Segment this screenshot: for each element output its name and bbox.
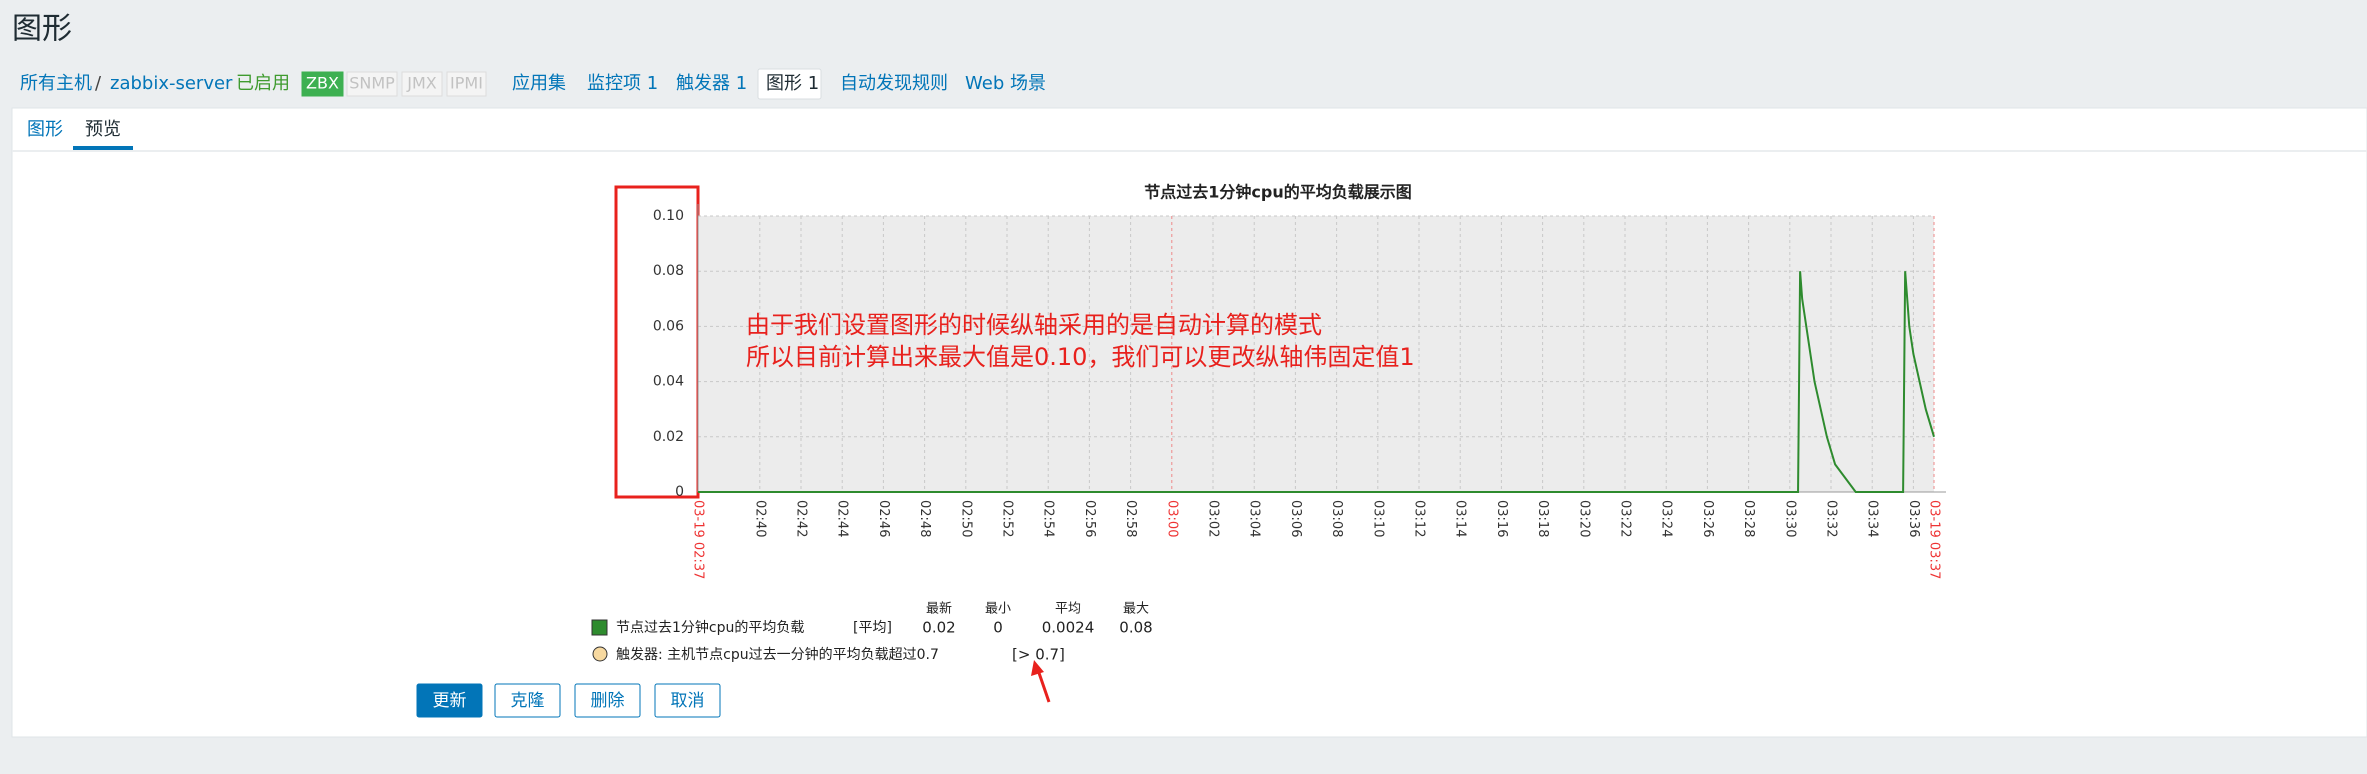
x-tick-label: 02:40: [752, 500, 767, 537]
y-tick-label: 0.08: [653, 263, 684, 279]
x-tick-label: 03:16: [1494, 500, 1509, 537]
legend-column: 最新: [926, 601, 952, 617]
badge-label: JMX: [406, 74, 437, 93]
button[interactable]: [574, 683, 641, 718]
badge: [401, 71, 443, 97]
x-tick-label: 03:06: [1288, 500, 1303, 537]
arrow-head: [1031, 660, 1044, 676]
x-tick-label: 03:22: [1618, 500, 1633, 537]
badge: [446, 71, 487, 97]
y-tick-label: 0.10: [653, 208, 684, 224]
x-tick-label: 02:52: [1000, 500, 1015, 537]
page-title: 图形: [12, 12, 72, 47]
nav-link[interactable]: 监控项 1: [587, 73, 658, 94]
x-tick-label: 03:20: [1576, 500, 1591, 537]
y-tick-label: 0.02: [653, 429, 684, 445]
nav-link[interactable]: 应用集: [512, 73, 566, 94]
x-tick-label: 03-19 02:37: [691, 500, 706, 579]
nav-link[interactable]: 图形 1: [766, 73, 819, 94]
x-tick-label: 03:26: [1700, 500, 1715, 537]
button[interactable]: [416, 683, 483, 718]
x-tick-label: 03:28: [1741, 500, 1756, 537]
legend-stat: 0: [993, 619, 1003, 637]
x-tick-label: 02:48: [917, 500, 932, 537]
trigger-label: 触发器: 主机节点cpu过去一分钟的平均负载超过0.7: [616, 646, 939, 663]
graph-title: 节点过去1分钟cpu的平均负载展示图: [1144, 183, 1411, 202]
y-tick-label: 0.06: [653, 318, 684, 334]
x-tick-label: 03:32: [1824, 500, 1839, 537]
x-tick-label: 02:42: [794, 500, 809, 537]
x-tick-label: 02:44: [835, 500, 850, 537]
legend-stat: 0.0024: [1042, 619, 1095, 637]
legend-stat: 0.02: [922, 619, 955, 637]
x-tick-label: 02:50: [958, 500, 973, 537]
breadcrumb-separator: /: [95, 73, 102, 94]
button-label[interactable]: 更新: [433, 691, 467, 711]
tab-underline: [73, 146, 133, 150]
x-tick-label: 02:58: [1123, 500, 1138, 537]
button-label[interactable]: 克隆: [511, 691, 545, 711]
breadcrumb-link[interactable]: zabbix-server: [110, 73, 233, 94]
legend-stat: 0.08: [1119, 619, 1152, 637]
trigger-condition: [> 0.7]: [1012, 646, 1065, 664]
x-tick-label: 02:56: [1082, 500, 1097, 537]
badge-label: ZBX: [306, 74, 339, 93]
annotation: 由于我们设置图形的时候纵轴采用的是自动计算的模式: [746, 311, 1322, 339]
x-tick-label: 03:30: [1782, 500, 1797, 537]
x-tick-label: 03:10: [1370, 500, 1385, 537]
x-tick-label: 03:18: [1535, 500, 1550, 537]
x-tick-label: 03:24: [1659, 500, 1674, 537]
tab[interactable]: 图形: [27, 119, 63, 140]
current-link-box: [757, 68, 822, 100]
button-label[interactable]: 删除: [591, 691, 625, 711]
nav-link[interactable]: 自动发现规则: [840, 73, 948, 94]
x-tick-label: 02:54: [1041, 500, 1056, 537]
x-tick-label: 03-19 03:37: [1927, 500, 1942, 579]
button-label[interactable]: 取消: [671, 691, 705, 711]
y-tick-label: 0.04: [653, 374, 684, 390]
x-tick-label: 02:46: [876, 500, 891, 537]
badge-label: SNMP: [349, 74, 395, 93]
legend-swatch: [591, 619, 608, 636]
series-line: [698, 271, 1935, 493]
legend-column: 最小: [985, 602, 1011, 617]
annotation: 所以目前计算出来最大值是0.10，我们可以更改纵轴伟固定值1: [746, 343, 1415, 371]
y-tick-label: 0: [675, 484, 684, 500]
legend-function: [平均]: [853, 620, 892, 636]
badge: [346, 71, 398, 97]
host-status[interactable]: 已启用: [236, 73, 290, 94]
x-tick-label: 03:12: [1412, 500, 1427, 537]
x-tick-label: 03:00: [1164, 500, 1179, 537]
arrow: [1036, 669, 1051, 703]
plot-area: [698, 216, 1934, 492]
trigger-marker: [592, 646, 608, 662]
button[interactable]: [494, 683, 561, 718]
nav-link[interactable]: Web 场景: [965, 73, 1046, 94]
nav-link[interactable]: 触发器 1: [676, 73, 747, 94]
x-tick-label: 03:04: [1247, 500, 1262, 537]
badge: [301, 71, 344, 97]
x-tick-label: 03:34: [1865, 500, 1880, 537]
legend-name: 节点过去1分钟cpu的平均负载: [616, 619, 804, 636]
button[interactable]: [654, 683, 721, 718]
legend-column: 最大: [1123, 602, 1149, 617]
x-tick-label: 03:08: [1329, 500, 1344, 537]
x-tick-label: 03:36: [1906, 500, 1921, 537]
badge-label: IPMI: [450, 74, 483, 93]
x-tick-label: 03:02: [1206, 500, 1221, 537]
tab[interactable]: 预览: [85, 119, 121, 140]
legend-column: 平均: [1055, 602, 1081, 617]
breadcrumb-link[interactable]: 所有主机: [20, 73, 92, 94]
x-tick-label: 03:14: [1453, 500, 1468, 537]
